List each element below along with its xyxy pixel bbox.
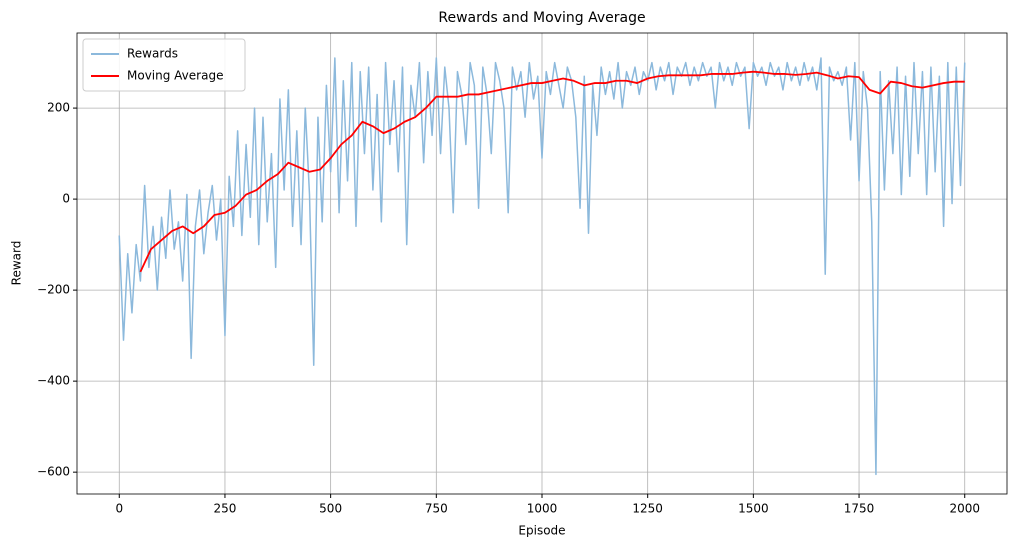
x-axis-label: Episode (518, 524, 565, 538)
x-tick-label: 500 (319, 502, 342, 516)
chart-title: Rewards and Moving Average (438, 10, 645, 26)
legend-label: Rewards (127, 47, 178, 61)
y-tick-label: 0 (62, 192, 70, 206)
x-tick-label: 1250 (632, 502, 663, 516)
legend-label: Moving Average (127, 69, 223, 83)
x-tick-label: 0 (115, 502, 123, 516)
series-line (139, 70, 965, 273)
plot-frame (76, 32, 1008, 495)
x-tick-label: 750 (425, 502, 448, 516)
x-tick-label: 1000 (527, 502, 558, 516)
x-tick-label: 1750 (844, 502, 875, 516)
x-tick-label: 250 (214, 502, 237, 516)
y-tick-label: −400 (37, 374, 70, 388)
legend-box (82, 38, 246, 92)
x-tick-label: 1500 (738, 502, 769, 516)
y-axis-label: Reward (10, 241, 24, 286)
series-line (118, 57, 966, 476)
x-tick-label: 2000 (949, 502, 980, 516)
y-tick-label: −200 (37, 283, 70, 297)
y-tick-label: −600 (37, 465, 70, 479)
y-tick-label: 200 (47, 101, 70, 115)
